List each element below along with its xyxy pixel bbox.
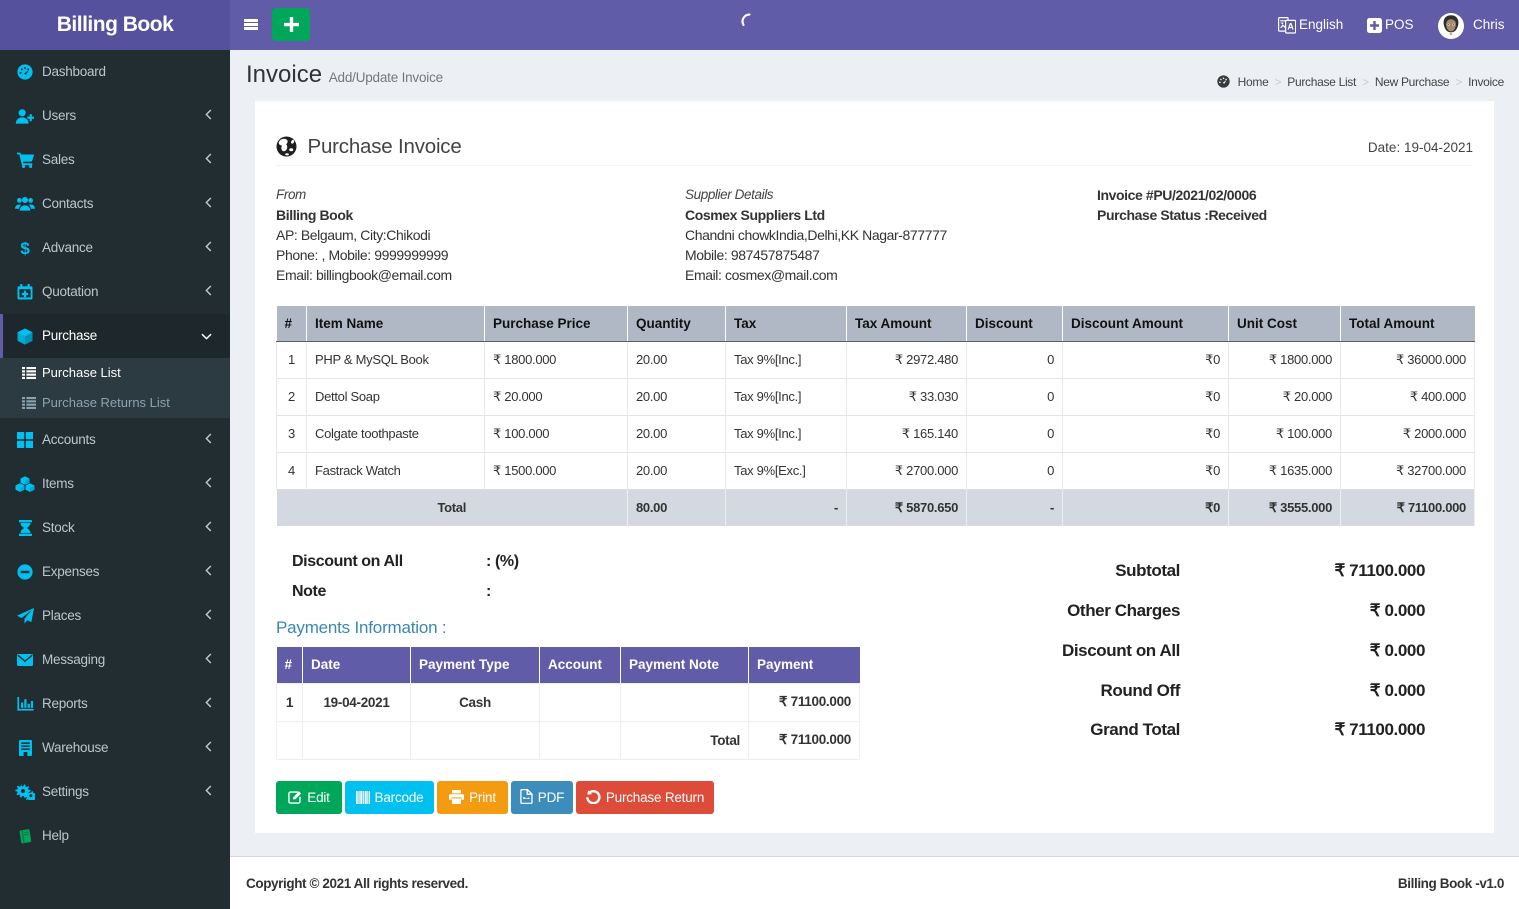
svg-text:A: A [1287,22,1294,32]
